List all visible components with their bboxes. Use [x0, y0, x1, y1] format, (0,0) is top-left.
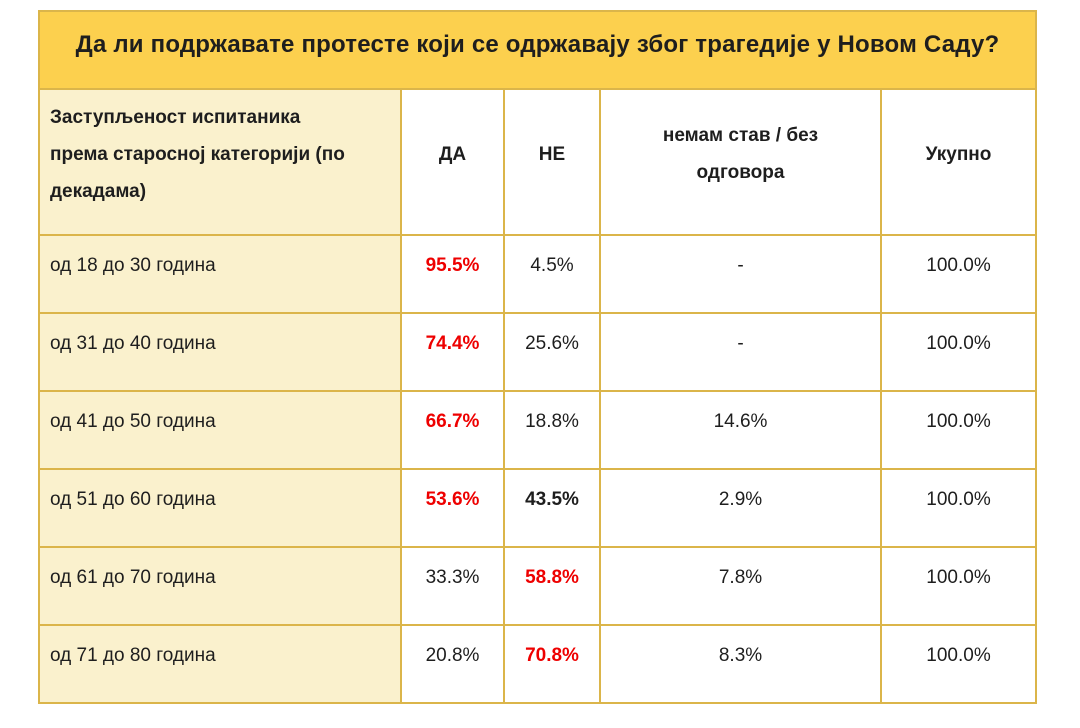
no-opinion-value-cell: 2.9%: [599, 468, 882, 548]
col-header-no-opinion: немам став / без одговора: [599, 88, 882, 236]
age-category-cell: од 51 до 60 година: [38, 468, 402, 548]
ne-value-cell: 58.8%: [503, 546, 601, 626]
da-value-cell: 20.8%: [400, 624, 505, 704]
ne-value-cell: 25.6%: [503, 312, 601, 392]
survey-table: Да ли подржавате протесте који се одржав…: [37, 10, 1038, 704]
age-category-cell: од 71 до 80 година: [38, 624, 402, 704]
table-row: од 18 до 30 година 95.5% 4.5% - 100.0%: [38, 234, 1038, 314]
no-opinion-value-cell: -: [599, 234, 882, 314]
total-value-cell: 100.0%: [879, 234, 1038, 314]
column-header-row: Заступљеност испитаника према старосној …: [38, 88, 1038, 236]
da-value-cell: 74.4%: [400, 312, 505, 392]
total-value-cell: 100.0%: [879, 390, 1038, 470]
table-row: од 51 до 60 година 53.6% 43.5% 2.9% 100.…: [38, 468, 1038, 548]
table-title: Да ли подржавате протесте који се одржав…: [37, 10, 1038, 90]
col-header-ne: НЕ: [503, 88, 601, 236]
ne-value-cell: 70.8%: [503, 624, 601, 704]
ne-value-cell: 18.8%: [503, 390, 601, 470]
da-value-cell: 33.3%: [400, 546, 505, 626]
survey-table-container: Да ли подржавате протесте који се одржав…: [37, 10, 1038, 704]
da-value-cell: 53.6%: [400, 468, 505, 548]
col-header-category: Заступљеност испитаника према старосној …: [38, 88, 402, 236]
age-category-cell: од 31 до 40 година: [38, 312, 402, 392]
no-opinion-value-cell: 8.3%: [599, 624, 882, 704]
col-header-total: Укупно: [879, 88, 1038, 236]
da-value-cell: 95.5%: [400, 234, 505, 314]
total-value-cell: 100.0%: [879, 624, 1038, 704]
total-value-cell: 100.0%: [879, 546, 1038, 626]
table-row: од 41 до 50 година 66.7% 18.8% 14.6% 100…: [38, 390, 1038, 470]
total-value-cell: 100.0%: [879, 312, 1038, 392]
col-header-da: ДА: [400, 88, 505, 236]
table-row: од 71 до 80 година 20.8% 70.8% 8.3% 100.…: [38, 624, 1038, 704]
table-row: од 61 до 70 година 33.3% 58.8% 7.8% 100.…: [38, 546, 1038, 626]
total-value-cell: 100.0%: [879, 468, 1038, 548]
age-category-cell: од 61 до 70 година: [38, 546, 402, 626]
no-opinion-value-cell: 7.8%: [599, 546, 882, 626]
ne-value-cell: 43.5%: [503, 468, 601, 548]
no-opinion-value-cell: 14.6%: [599, 390, 882, 470]
ne-value-cell: 4.5%: [503, 234, 601, 314]
table-row: од 31 до 40 година 74.4% 25.6% - 100.0%: [38, 312, 1038, 392]
da-value-cell: 66.7%: [400, 390, 505, 470]
no-opinion-value-cell: -: [599, 312, 882, 392]
age-category-cell: од 18 до 30 година: [38, 234, 402, 314]
title-row: Да ли подржавате протесте који се одржав…: [37, 10, 1038, 90]
age-category-cell: од 41 до 50 година: [38, 390, 402, 470]
